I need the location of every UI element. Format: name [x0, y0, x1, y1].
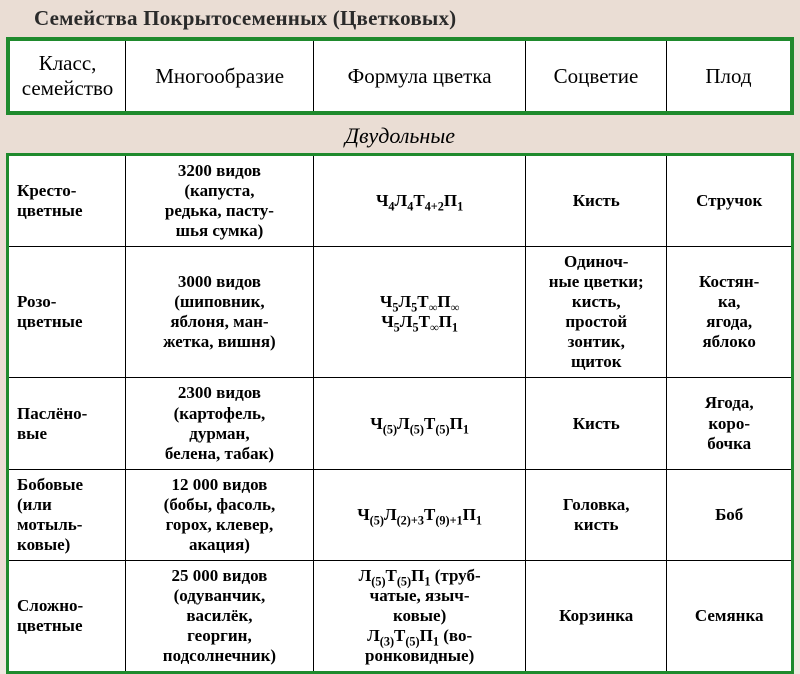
cell-formula: Ч4Л4Т4+2П1 — [314, 155, 526, 247]
cell-fruit: Ягода,коро-бочка — [667, 378, 793, 469]
header-table: Класс,семейство Многообразие Формула цве… — [6, 37, 794, 115]
cell-diversity: 25 000 видов(одуванчик,василёк,георгин,п… — [125, 560, 313, 672]
cell-formula: Ч(5)Л(2)+3Т(9)+1П1 — [314, 469, 526, 560]
table-row: Розо-цветные3000 видов(шиповник,яблоня, … — [8, 247, 793, 378]
col-fruit: Плод — [667, 39, 792, 113]
class-subtitle: Двудольные — [6, 121, 794, 153]
cell-family: Бобовые(илимотыль-ковые) — [8, 469, 126, 560]
cell-diversity: 2300 видов(картофель,дурман,белена, таба… — [125, 378, 313, 469]
col-family: Класс,семейство — [8, 39, 126, 113]
page-title: Семейства Покрытосеменных (Цветковых) — [6, 4, 794, 37]
body-table: Кресто-цветные3200 видов(капуста,редька,… — [6, 153, 794, 674]
cell-inflorescence: Корзинка — [526, 560, 667, 672]
table-body: Кресто-цветные3200 видов(капуста,редька,… — [8, 155, 793, 673]
cell-formula: Ч(5)Л(5)Т(5)П1 — [314, 378, 526, 469]
cell-inflorescence: Головка,кисть — [526, 469, 667, 560]
header-row: Класс,семейство Многообразие Формула цве… — [8, 39, 792, 113]
cell-inflorescence: Одиноч-ные цветки;кисть,простойзонтик,щи… — [526, 247, 667, 378]
cell-inflorescence: Кисть — [526, 378, 667, 469]
cell-formula: Л(5)Т(5)П1 (труб-чатые, языч-ковые)Л(3)Т… — [314, 560, 526, 672]
col-inflorescence: Соцветие — [525, 39, 666, 113]
cell-family: Паслёно-вые — [8, 378, 126, 469]
table-row: Паслёно-вые2300 видов(картофель,дурман,б… — [8, 378, 793, 469]
table-row: Кресто-цветные3200 видов(капуста,редька,… — [8, 155, 793, 247]
cell-fruit: Боб — [667, 469, 793, 560]
cell-diversity: 3000 видов(шиповник,яблоня, ман-жетка, в… — [125, 247, 313, 378]
cell-family: Кресто-цветные — [8, 155, 126, 247]
cell-family: Розо-цветные — [8, 247, 126, 378]
cell-inflorescence: Кисть — [526, 155, 667, 247]
cell-diversity: 12 000 видов(бобы, фасоль,горох, клевер,… — [125, 469, 313, 560]
col-diversity: Многообразие — [126, 39, 314, 113]
cell-formula: Ч5Л5Т∞П∞Ч5Л5Т∞П1 — [314, 247, 526, 378]
cell-family: Сложно-цветные — [8, 560, 126, 672]
page: Семейства Покрытосеменных (Цветковых) Кл… — [0, 0, 800, 600]
cell-diversity: 3200 видов(капуста,редька, пасту-шья сум… — [125, 155, 313, 247]
table-row: Сложно-цветные25 000 видов(одуванчик,вас… — [8, 560, 793, 672]
cell-fruit: Семянка — [667, 560, 793, 672]
table-row: Бобовые(илимотыль-ковые)12 000 видов(боб… — [8, 469, 793, 560]
col-formula: Формула цветка — [314, 39, 526, 113]
cell-fruit: Костян-ка,ягода,яблоко — [667, 247, 793, 378]
cell-fruit: Стручок — [667, 155, 793, 247]
